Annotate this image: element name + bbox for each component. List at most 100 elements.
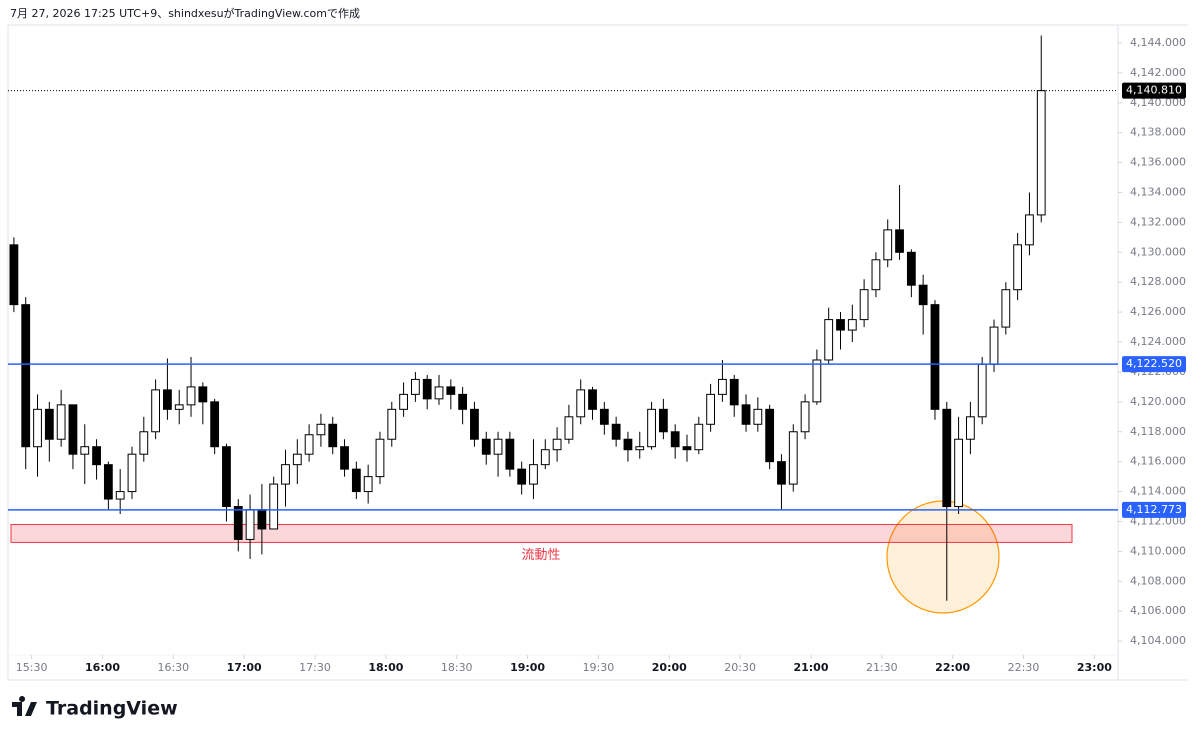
x-tick-label: 19:30: [583, 661, 615, 674]
candle-body: [328, 423, 338, 448]
candle-body: [576, 389, 586, 418]
price-label: 4,122.520: [1126, 357, 1182, 370]
x-tick-label: 21:00: [793, 661, 828, 674]
candle-body: [529, 464, 538, 485]
candle-body: [647, 408, 656, 448]
highlight-circle: [886, 500, 1000, 614]
candle-body: [163, 389, 172, 410]
candle-body: [859, 289, 869, 321]
x-tick-label: 17:30: [299, 661, 331, 674]
brand: TradingView: [46, 698, 178, 720]
y-tick-label: 4,140.000: [1130, 96, 1186, 109]
header: 7月 27, 2026 17:25 UTC+9、shindxesuがTradin…: [10, 6, 360, 20]
x-tick-label: 20:00: [652, 661, 687, 674]
candle-body: [245, 509, 255, 540]
candle-body: [269, 483, 279, 530]
candle-body: [21, 304, 31, 448]
candle-body: [930, 304, 940, 410]
candle-body: [658, 408, 668, 433]
candle-body: [257, 509, 267, 530]
candle-body: [706, 393, 716, 425]
y-tick-label: 4,116.000: [1130, 455, 1186, 468]
candle-body: [741, 404, 751, 425]
y-tick-label: 4,124.000: [1130, 335, 1186, 348]
candle-body: [103, 464, 113, 500]
candle-body: [68, 404, 78, 455]
y-tick-label: 4,108.000: [1130, 574, 1186, 587]
y-tick-label: 4,126.000: [1130, 305, 1186, 318]
last-price-label: 4,140.810: [1126, 84, 1182, 97]
y-tick-label: 4,130.000: [1130, 245, 1186, 258]
x-tick-label: 19:00: [510, 661, 545, 674]
x-tick-label: 21:30: [866, 661, 898, 674]
candle-body: [292, 453, 302, 466]
candle-body: [871, 259, 881, 291]
candle-body: [186, 386, 196, 406]
x-tick-label: 16:30: [157, 661, 189, 674]
candle-body: [139, 431, 149, 455]
candle-body: [316, 423, 326, 436]
candle-body: [611, 423, 621, 440]
candle-body: [599, 408, 609, 425]
candle-body: [210, 401, 220, 448]
candle-body: [836, 319, 845, 331]
candle-body: [564, 416, 574, 440]
candle-body: [954, 438, 963, 508]
y-tick-label: 4,144.000: [1130, 36, 1186, 49]
y-tick-label: 4,118.000: [1130, 425, 1186, 438]
y-tick-label: 4,128.000: [1130, 275, 1186, 288]
candle-body: [80, 446, 90, 455]
candle-body: [635, 446, 645, 451]
candle-body: [670, 431, 680, 448]
price-label-box: [1122, 501, 1186, 518]
logo-icon: [12, 696, 37, 716]
candle-body: [883, 229, 893, 261]
candle-body: [694, 423, 704, 451]
candle-body: [718, 378, 727, 395]
candle-body: [1013, 244, 1023, 291]
x-tick-label: 22:30: [1008, 661, 1040, 674]
candle-body: [1001, 289, 1011, 328]
candle-body: [788, 431, 798, 485]
candle-body: [470, 408, 479, 440]
candle-body: [517, 468, 527, 485]
x-tick-label: 17:00: [227, 661, 262, 674]
candle-body: [540, 449, 550, 466]
logo: TradingView: [12, 696, 178, 720]
candle-body: [800, 401, 810, 433]
candle-body: [115, 491, 125, 500]
candle-body: [623, 438, 633, 451]
x-tick-label: 23:00: [1077, 661, 1112, 674]
candle-body: [847, 319, 857, 331]
candle-body: [56, 404, 66, 440]
price-label-box: [1122, 356, 1186, 373]
candle-body: [729, 378, 739, 406]
candle-body: [777, 461, 786, 485]
candle-body: [895, 229, 904, 253]
y-tick-label: 4,104.000: [1130, 634, 1186, 647]
x-tick-label: 22:00: [935, 661, 970, 674]
candle-body: [824, 319, 834, 361]
candle-body: [33, 408, 42, 448]
candle-body: [198, 386, 208, 403]
candle-body: [375, 438, 385, 478]
candle-body: [340, 446, 349, 470]
candle-body: [989, 326, 999, 365]
candle-body: [233, 506, 243, 540]
candle-body: [458, 393, 468, 410]
x-tick-label: 20:30: [724, 661, 756, 674]
candle-body: [552, 438, 562, 451]
candle-body: [906, 251, 916, 286]
candle-body: [434, 386, 444, 400]
last-price-box: [1122, 82, 1186, 99]
candle-body: [481, 438, 491, 455]
y-tick-label: 4,132.000: [1130, 215, 1186, 228]
candle-body: [127, 453, 137, 493]
candle-body: [351, 468, 361, 493]
y-tick-label: 4,106.000: [1130, 604, 1186, 617]
candle-body: [588, 389, 597, 410]
candle-body: [281, 464, 290, 485]
